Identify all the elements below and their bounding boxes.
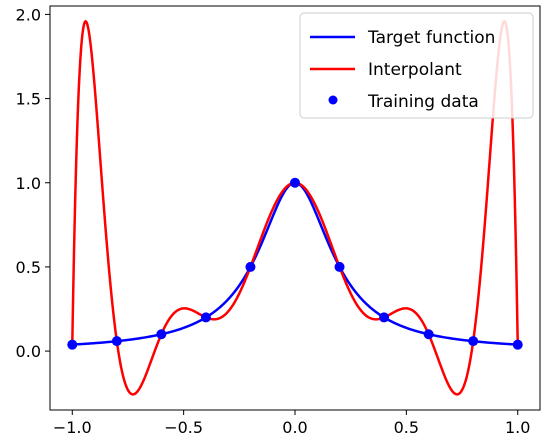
training-data-point [379,312,390,323]
training-data-point [156,329,167,340]
x-tick-label: 1.0 [505,418,530,437]
x-tick-label: −0.5 [164,418,203,437]
y-axis: 0.0 0.5 1.0 1.5 2.0 [16,5,50,361]
training-data-point [111,336,122,347]
training-data-point [290,177,300,188]
y-tick-label: 0.5 [16,258,41,277]
training-data-point [423,329,434,340]
x-axis: −1.0 −0.5 0.0 0.5 1.0 [53,410,530,437]
legend-training-label: Training data [367,92,479,112]
legend-training-marker [328,95,338,105]
y-tick-label: 1.5 [16,90,41,109]
series-layer [67,19,523,396]
training-data-point [512,339,523,350]
training-data-point [67,339,78,350]
x-tick-label: 0.0 [282,418,307,437]
legend-target-label: Target function [367,28,495,48]
y-tick-label: 2.0 [16,5,41,24]
training-data-point [334,261,345,272]
legend-box [299,12,534,119]
legend-interpolant-label: Interpolant [368,60,462,80]
target-function-line [72,181,518,346]
legend: Target function Interpolant Training dat… [299,12,534,119]
y-tick-label: 1.0 [16,174,41,193]
training-data-point [245,261,256,272]
training-data-point [200,312,211,323]
y-tick-label: 0.0 [16,342,41,361]
training-data-point [468,336,479,347]
x-tick-label: −1.0 [53,418,92,437]
x-tick-label: 0.5 [394,418,419,437]
